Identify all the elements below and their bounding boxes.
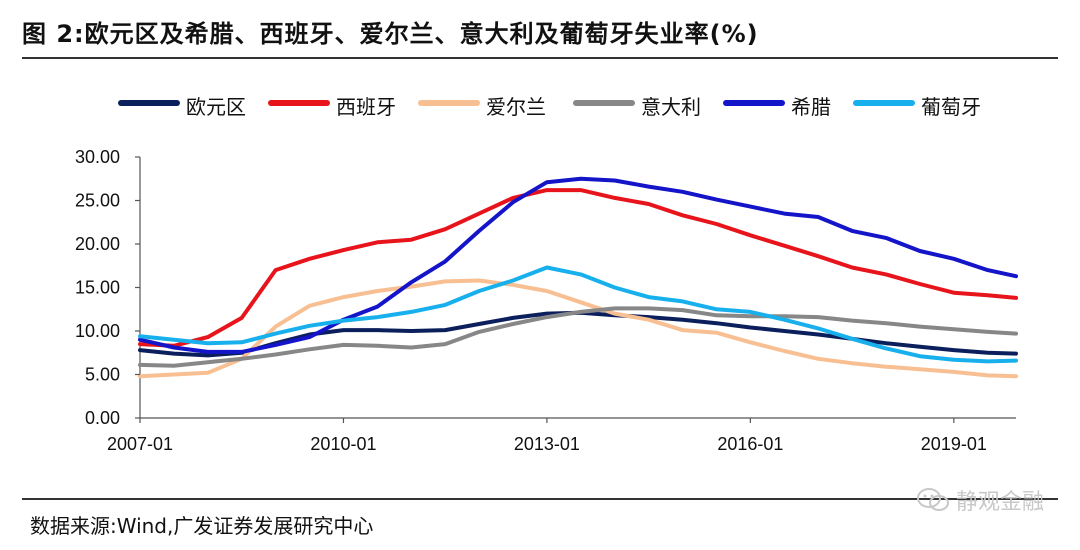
x-tick-label: 2016-01 xyxy=(717,434,783,454)
legend-swatch xyxy=(853,100,915,106)
legend-swatch xyxy=(573,100,635,106)
y-tick-label: 10.00 xyxy=(75,321,120,341)
legend-label: 西班牙 xyxy=(336,95,396,119)
legend-label: 爱尔兰 xyxy=(486,95,546,119)
watermark-text: 静观金融 xyxy=(955,490,1044,515)
legend-swatch xyxy=(418,100,480,106)
y-tick-label: 30.00 xyxy=(75,147,120,167)
legend-swatch xyxy=(723,100,785,106)
legend-label: 意大利 xyxy=(641,95,701,119)
series-line-4 xyxy=(138,176,1018,354)
legend-label: 葡萄牙 xyxy=(921,95,981,119)
series-line-3 xyxy=(138,306,1018,368)
wechat-icon xyxy=(916,488,949,511)
legend-swatch xyxy=(268,100,330,106)
watermark: 静观金融 xyxy=(916,484,1044,516)
legend-swatch xyxy=(118,100,180,106)
series-line-2 xyxy=(138,278,1018,379)
plot-lines xyxy=(138,176,1018,379)
title-divider xyxy=(22,57,1058,59)
x-tick-label: 2019-01 xyxy=(921,434,987,454)
y-tick-label: 5.00 xyxy=(85,365,120,385)
plot-axes xyxy=(139,157,1016,419)
y-tick-label: 25.00 xyxy=(75,191,120,211)
plot-ticks: 0.00 5.00 10.00 15.00 20.00 25.00 30.00 2007-01… xyxy=(75,147,987,454)
series-line-5 xyxy=(138,265,1018,364)
y-tick-label: 0.00 xyxy=(85,408,120,428)
legend-label: 希腊 xyxy=(791,95,831,119)
y-tick-label: 20.00 xyxy=(75,234,120,254)
x-tick-label: 2013-01 xyxy=(514,434,580,454)
x-tick-label: 2007-01 xyxy=(107,434,173,454)
series-line-1 xyxy=(138,188,1018,348)
footer-divider xyxy=(22,498,1058,500)
source-note: 数据来源:Wind,广发证券发展研究中心 xyxy=(30,514,374,538)
y-tick-label: 15.00 xyxy=(75,278,120,298)
chart-title: 图 2:欧元区及希腊、西班牙、爱尔兰、意大利及葡萄牙失业率(%) xyxy=(22,20,759,48)
legend-label: 欧元区 xyxy=(186,95,246,119)
x-tick-label: 2010-01 xyxy=(310,434,376,454)
